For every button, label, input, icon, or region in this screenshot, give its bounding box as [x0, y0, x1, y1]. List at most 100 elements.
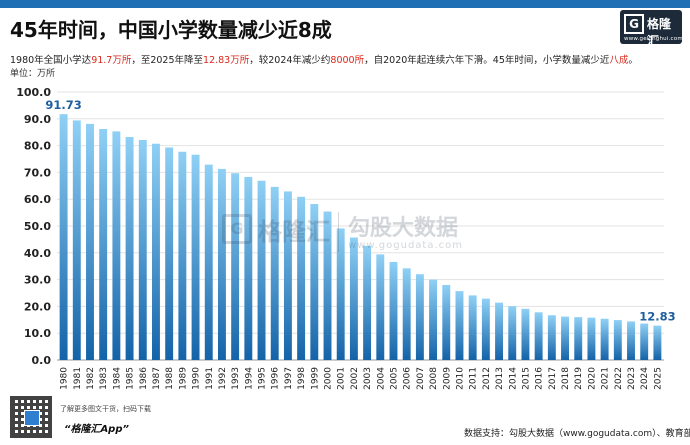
- source-note: 数据支持：勾股大数据（www.gogudata.com）、教育部: [464, 429, 690, 439]
- y-tick-label: 100.0: [16, 86, 51, 99]
- y-tick-label: 10.0: [24, 327, 51, 340]
- x-tick-label: 2025: [653, 367, 663, 390]
- bar: [363, 245, 372, 360]
- bar: [389, 261, 398, 360]
- bar: [336, 228, 345, 360]
- bar: [521, 308, 530, 360]
- x-tick-label: 2022: [614, 367, 624, 390]
- bar: [204, 164, 213, 360]
- bar: [495, 302, 504, 360]
- x-tick-label: 1989: [178, 367, 188, 390]
- bar: [310, 204, 319, 360]
- bar: [217, 168, 226, 360]
- bar: [231, 173, 240, 360]
- x-tick-label: 1986: [139, 367, 149, 390]
- x-tick-label: 1987: [152, 367, 162, 390]
- bar: [455, 291, 464, 360]
- bar: [349, 237, 358, 360]
- bar: [534, 312, 543, 360]
- bar: [600, 318, 609, 360]
- x-tick-label: 2023: [627, 367, 637, 390]
- brand-logo: G 格隆汇 www.gelonghui.com: [620, 10, 683, 48]
- x-tick-label: 1984: [112, 367, 122, 390]
- bar: [125, 137, 134, 360]
- promo-app-name: “格隆汇App”: [64, 424, 129, 435]
- x-tick-label: 1998: [297, 367, 307, 390]
- x-tick-label: 2001: [337, 367, 347, 390]
- x-tick-label: 1980: [60, 367, 70, 390]
- x-tick-label: 2013: [495, 367, 505, 390]
- chart-subtitle: 1980年全国小学达91.7万所，至2025年降至12.83万所，较2024年减…: [10, 52, 638, 66]
- data-label: 91.73: [45, 98, 81, 112]
- x-tick-label: 1988: [165, 367, 175, 390]
- watermark-divider: [338, 212, 339, 252]
- bar: [138, 139, 147, 360]
- bar: [99, 128, 108, 360]
- x-tick-label: 1999: [310, 367, 320, 390]
- x-tick-label: 2002: [350, 367, 360, 390]
- bar: [561, 316, 569, 360]
- promo-text: 了解更多图文干货，扫码下载: [60, 405, 151, 413]
- watermark-brand: 格隆汇: [258, 218, 330, 246]
- y-tick-label: 60.0: [24, 193, 51, 206]
- bar: [640, 323, 649, 360]
- subtitle-highlight: 8000所: [330, 55, 365, 66]
- subtitle-text: 1980年全国小学达: [10, 55, 92, 66]
- bar: [86, 123, 94, 360]
- x-tick-label: 2010: [455, 367, 465, 390]
- watermark-partner-url: www.gogudata.com: [348, 240, 464, 251]
- bar: [402, 268, 411, 360]
- y-tick-label: 30.0: [24, 274, 51, 287]
- bar: [112, 131, 121, 360]
- bar: [653, 325, 662, 360]
- x-tick-label: 2009: [442, 367, 452, 390]
- bar: [165, 147, 174, 360]
- subtitle-text: ，较2024年减少约: [249, 55, 331, 66]
- x-tick-label: 2015: [521, 367, 531, 390]
- subtitle-highlight: 12.83万所: [203, 55, 250, 66]
- subtitle-text: ，至2025年降至: [131, 55, 204, 66]
- x-tick-label: 1992: [218, 367, 228, 390]
- logo-name: 格隆汇: [647, 17, 672, 48]
- bar: [627, 321, 635, 360]
- bar: [191, 154, 200, 360]
- x-tick-label: 2005: [389, 367, 399, 390]
- x-tick-label: 2019: [574, 367, 584, 390]
- x-tick-label: 2014: [508, 367, 518, 390]
- subtitle-text: ，自2020年起连续六年下滑。45年时间，小学数量减少近: [364, 55, 610, 66]
- bar: [587, 317, 596, 360]
- bar: [613, 320, 622, 360]
- bar: [72, 120, 81, 360]
- x-tick-label: 2006: [403, 367, 413, 390]
- x-tick-label: 1981: [73, 367, 83, 390]
- x-tick-label: 2018: [561, 367, 571, 390]
- y-tick-label: 90.0: [24, 113, 51, 126]
- bar: [468, 295, 477, 360]
- y-tick-label: 70.0: [24, 166, 51, 179]
- subtitle-highlight: 八成: [609, 55, 629, 66]
- watermark-partner: 勾股大数据: [348, 216, 459, 241]
- y-tick-label: 50.0: [24, 220, 51, 233]
- bar: [508, 306, 517, 360]
- x-tick-label: 2000: [324, 367, 334, 390]
- bar: [415, 274, 424, 360]
- subtitle-text: 。: [628, 55, 638, 66]
- data-label: 12.83: [639, 310, 675, 324]
- x-tick-label: 2017: [548, 367, 558, 390]
- bar: [244, 176, 253, 360]
- y-tick-label: 40.0: [24, 247, 51, 260]
- bar: [152, 143, 160, 360]
- y-tick-label: 0.0: [32, 354, 52, 367]
- bar: [297, 196, 306, 360]
- logo-g-icon: G: [624, 14, 644, 34]
- y-tick-label: 20.0: [24, 300, 51, 313]
- x-tick-label: 2007: [416, 367, 426, 390]
- bar: [59, 114, 68, 360]
- qr-logo-icon: [24, 410, 40, 426]
- x-tick-label: 2024: [640, 367, 650, 390]
- bar: [257, 180, 266, 360]
- x-tick-label: 2003: [363, 367, 373, 390]
- x-tick-label: 1997: [284, 367, 294, 390]
- bar: [270, 186, 279, 360]
- x-tick-label: 2008: [429, 367, 439, 390]
